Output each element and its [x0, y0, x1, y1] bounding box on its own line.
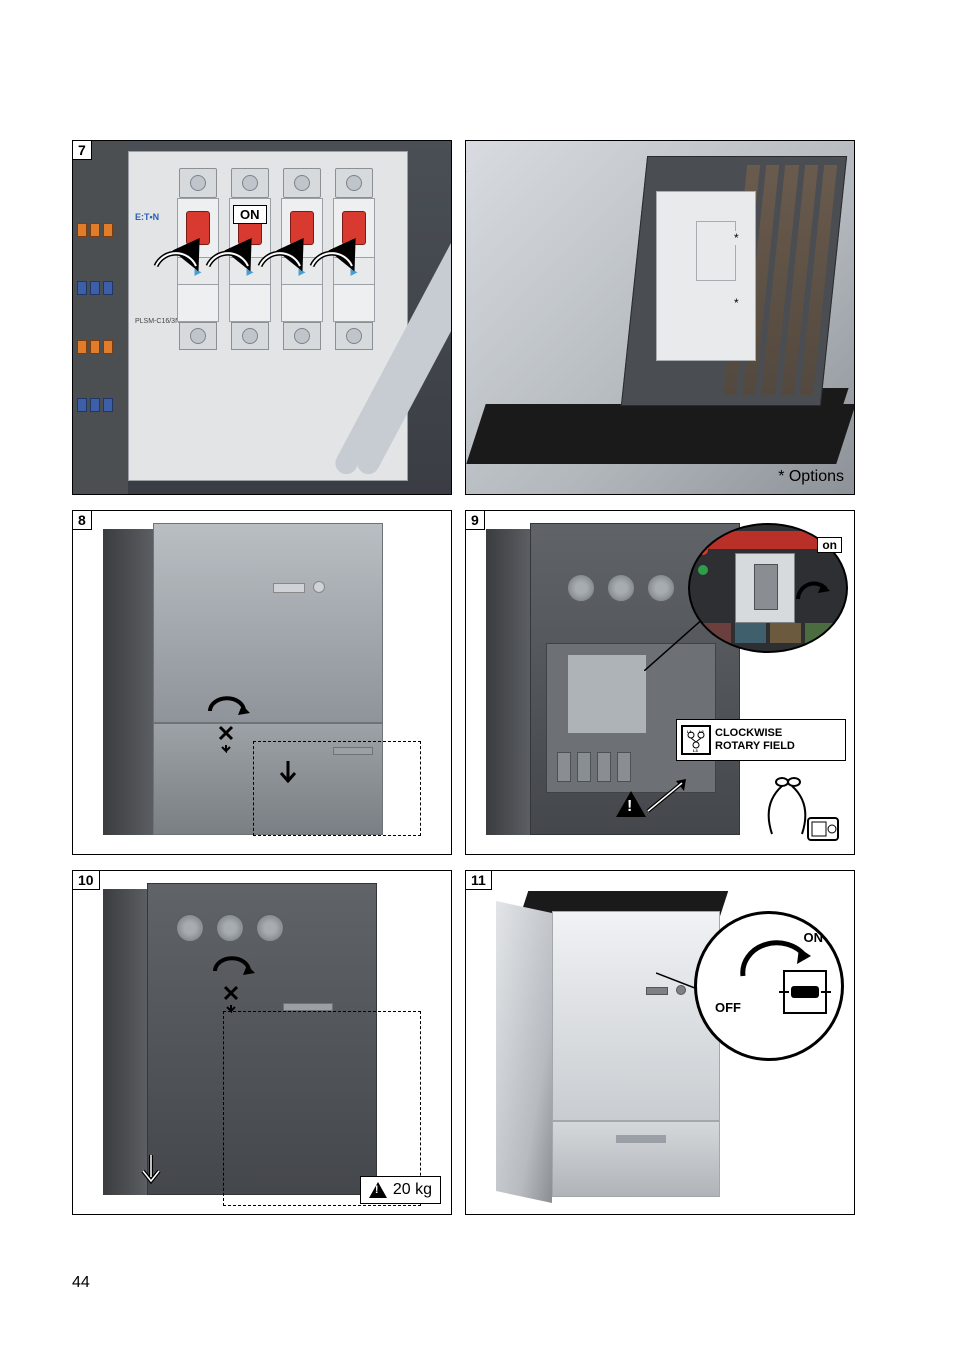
- step-number: 7: [72, 140, 92, 160]
- svg-text:L1: L1: [687, 729, 692, 734]
- svg-text:L2: L2: [699, 729, 704, 734]
- options-caption: * Options: [778, 468, 844, 486]
- rotary-knob-callout: OFF ON: [694, 911, 844, 1061]
- step-number: 8: [72, 510, 92, 530]
- on-label: ON: [233, 205, 267, 224]
- step-number: 10: [72, 870, 100, 890]
- off-label: OFF: [715, 1000, 741, 1015]
- breaker-model: PLSM-C16/3N: [135, 318, 180, 325]
- option-box-2: [696, 221, 736, 281]
- down-arrow-icon: [133, 1151, 169, 1187]
- terminal-strip: [73, 141, 128, 494]
- step-number: 11: [465, 870, 492, 890]
- option-star-1: *: [732, 231, 741, 245]
- cabinet: [496, 891, 736, 1201]
- panel-11: OFF ON 11: [465, 870, 855, 1215]
- svg-text:L3: L3: [693, 748, 698, 753]
- manual-page: E:T•N PLSM-C16/3N ▸ ▸ ▸: [0, 0, 954, 1350]
- option-star-2: *: [732, 296, 741, 310]
- switch-on-arrow-icon: [792, 569, 832, 609]
- probe-arrow-icon: [642, 777, 692, 817]
- on-label: on: [817, 537, 842, 553]
- unscrew-arrow-icon: [198, 693, 258, 753]
- panel-7-options: * * * Options: [465, 140, 855, 495]
- rotary-field-box: L1 L2 L3 CLOCKWISE ROTARY FIELD: [676, 719, 846, 761]
- callout-line: [465, 141, 571, 495]
- panel-8: 8: [72, 510, 452, 855]
- panel-handle[interactable]: [273, 583, 305, 593]
- rotary-line-1: CLOCKWISE: [715, 727, 795, 740]
- rotary-knob[interactable]: [783, 970, 827, 1014]
- panel-10: 20 kg 10: [72, 870, 452, 1215]
- cable-bundle: [391, 141, 451, 494]
- panel-9: on L1 L2 L3 CLOCKWISE ROTARY FIELD: [465, 510, 855, 855]
- on-arrows-icon: [148, 221, 378, 276]
- weight-warning: 20 kg: [360, 1176, 441, 1204]
- phase-icon: L1 L2 L3: [681, 725, 711, 755]
- weight-label: 20 kg: [393, 1181, 432, 1199]
- removable-panel-outline: [253, 741, 421, 836]
- on-label: ON: [804, 930, 824, 945]
- unscrew-arrow-icon: [203, 953, 263, 1013]
- rotary-line-2: ROTARY FIELD: [715, 740, 795, 753]
- phase-tester-icon: [752, 774, 842, 844]
- warning-icon: [369, 1182, 387, 1198]
- panel-7: E:T•N PLSM-C16/3N ▸ ▸ ▸: [72, 140, 452, 495]
- main-switch[interactable]: [735, 553, 795, 623]
- down-arrow-icon: [273, 757, 303, 787]
- step-number: 9: [465, 510, 485, 530]
- page-number: 44: [72, 1274, 90, 1292]
